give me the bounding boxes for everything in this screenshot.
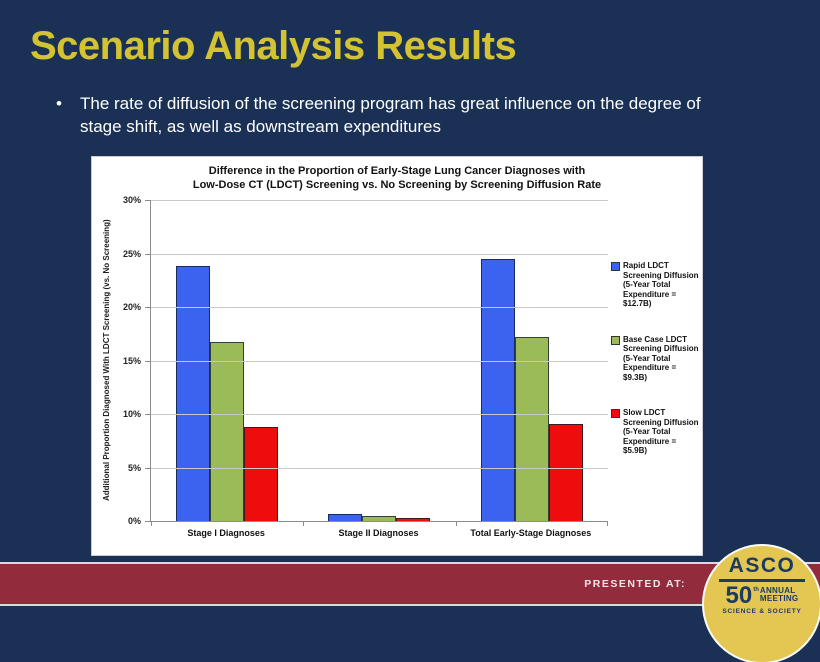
y-axis-ticks: 0% 5% 10% 15% 20% 25% 30% xyxy=(92,195,150,526)
footer-separator-bottom xyxy=(0,604,820,606)
legend-entry-1: Base Case LDCT Screening Diffusion (5-Ye… xyxy=(611,335,699,383)
asco-logo-annual: ANNUAL xyxy=(759,585,796,595)
y-tick-mark xyxy=(145,200,150,201)
x-category-label-2: Total Early-Stage Diagnoses xyxy=(470,528,592,538)
bar-series2-cat1 xyxy=(396,517,431,521)
asco-logo-org: ASCO xyxy=(728,554,796,577)
footer-band xyxy=(0,564,820,604)
legend-entry-0: Rapid LDCT Screening Diffusion (5-Year T… xyxy=(611,261,699,309)
y-tick-label: 5% xyxy=(127,462,141,473)
bar-series1-cat2 xyxy=(514,336,549,521)
x-tick-mark xyxy=(455,521,457,526)
gridline xyxy=(151,414,608,416)
bar-groups xyxy=(151,200,608,521)
gridline xyxy=(151,467,608,469)
legend-marker-icon xyxy=(611,335,620,345)
bar-group-1 xyxy=(303,200,455,521)
bullet-icon: • xyxy=(56,94,62,113)
chart-title-line-1: Difference in the Proportion of Early-St… xyxy=(208,165,586,177)
asco-logo-divider xyxy=(719,579,805,582)
asco-logo-meeting-word: MEETING xyxy=(759,594,799,603)
y-tick-label: 10% xyxy=(122,409,141,420)
asco-logo-number-suffix: th xyxy=(753,586,759,593)
bar-series0-cat2 xyxy=(480,258,515,521)
presented-at-label: PRESENTED AT: xyxy=(584,578,686,590)
bar-series1-cat0 xyxy=(210,342,245,521)
y-tick-label: 20% xyxy=(122,302,141,313)
y-tick-label: 25% xyxy=(122,248,141,259)
bar-group-0 xyxy=(151,200,303,521)
asco-logo: ASCO 50 th ANNUAL MEETING SCIENCE & SOCI… xyxy=(704,546,820,662)
gridline xyxy=(151,360,608,362)
y-tick-mark xyxy=(145,360,150,362)
legend-label: Slow LDCT Screening Diffusion (5-Year To… xyxy=(623,408,699,455)
legend-marker-icon xyxy=(611,409,620,418)
bar-series2-cat0 xyxy=(244,426,279,521)
y-tick-mark xyxy=(145,521,150,522)
asco-logo-number: 50 xyxy=(725,581,753,609)
gridline xyxy=(151,307,608,309)
chart-legend: Rapid LDCT Screening Diffusion (5-Year T… xyxy=(611,261,699,482)
bar-series2-cat2 xyxy=(548,423,583,521)
asco-logo-fifty-row: 50 th ANNUAL MEETING xyxy=(704,581,820,609)
gridline xyxy=(151,200,608,201)
gridline xyxy=(151,253,608,255)
footer-separator-top xyxy=(0,562,820,564)
y-tick-label: 30% xyxy=(122,195,141,205)
x-tick-mark xyxy=(151,521,152,526)
y-tick-label: 0% xyxy=(127,516,141,526)
y-tick-mark xyxy=(145,414,150,416)
bar-series1-cat1 xyxy=(362,515,397,521)
y-tick-mark xyxy=(145,253,150,255)
y-tick-mark xyxy=(145,307,150,309)
asco-logo-meeting: ANNUAL MEETING xyxy=(759,585,799,604)
legend-label: Base Case LDCT Screening Diffusion (5-Ye… xyxy=(623,334,699,382)
bar-group-2 xyxy=(456,200,608,521)
bar-series0-cat0 xyxy=(176,266,211,521)
chart-title-line-2: Low-Dose CT (LDCT) Screening vs. No Scre… xyxy=(192,178,602,191)
legend-marker-icon xyxy=(611,262,620,271)
x-tick-mark xyxy=(303,521,305,526)
bullet-item: • The rate of diffusion of the screening… xyxy=(56,92,756,138)
chart-panel: Difference in the Proportion of Early-St… xyxy=(91,156,703,556)
x-axis-labels: Stage I Diagnoses Stage II Diagnoses Total… xyxy=(150,528,607,538)
x-category-label-1: Stage II Diagnoses xyxy=(338,528,419,538)
x-category-label-0: Stage I Diagnoses xyxy=(187,528,265,538)
chart-title: Difference in the Proportion of Early-St… xyxy=(92,165,702,192)
asco-logo-tagline: SCIENCE & SOCIETY xyxy=(722,607,802,615)
y-tick-label: 15% xyxy=(122,355,141,366)
x-tick-mark xyxy=(607,521,608,526)
legend-entry-2: Slow LDCT Screening Diffusion (5-Year To… xyxy=(611,408,699,456)
bullet-text: The rate of diffusion of the screening p… xyxy=(80,94,701,136)
bar-series0-cat1 xyxy=(328,513,363,521)
y-tick-mark xyxy=(145,467,150,469)
plot-area xyxy=(150,200,608,526)
page-title: Scenario Analysis Results xyxy=(30,24,517,68)
legend-label: Rapid LDCT Screening Diffusion (5-Year T… xyxy=(623,261,699,308)
